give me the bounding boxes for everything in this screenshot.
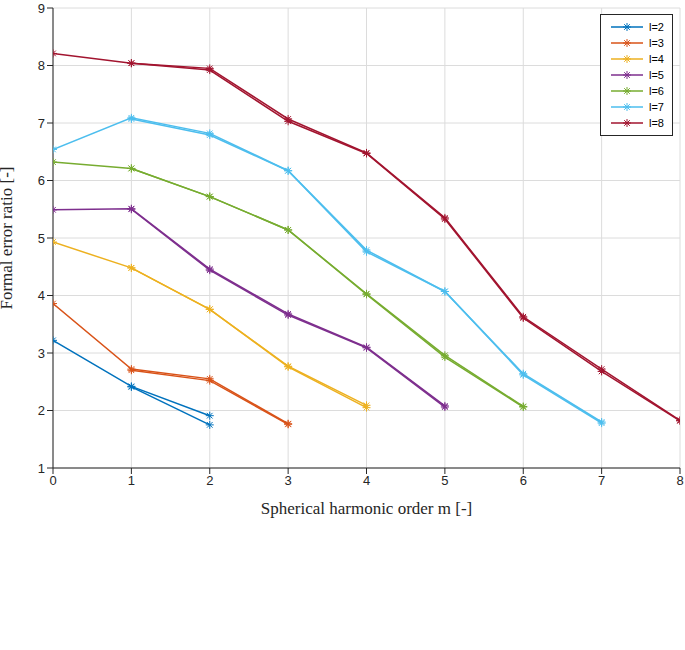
html-text:l=4: l=4: [649, 53, 664, 65]
svg-text:7: 7: [598, 473, 605, 488]
svg-text:Spherical harmonic order m [-]: Spherical harmonic order m [-]: [261, 499, 472, 518]
svg-text:2: 2: [38, 403, 45, 418]
svg-text:7: 7: [38, 116, 45, 131]
html-text:l=8: l=8: [649, 117, 664, 129]
html-text:l=5: l=5: [649, 69, 664, 81]
svg-text:1: 1: [38, 461, 45, 476]
svg-text:8: 8: [38, 58, 45, 73]
svg-text:0: 0: [49, 473, 56, 488]
svg-text:9: 9: [38, 1, 45, 16]
svg-text:Formal error ratio [-]: Formal error ratio [-]: [8, 166, 16, 309]
svg-text:5: 5: [441, 473, 448, 488]
html-text:l=7: l=7: [649, 101, 664, 113]
svg-text:4: 4: [38, 288, 45, 303]
html-text:l=3: l=3: [649, 37, 664, 49]
svg-text:6: 6: [520, 473, 527, 488]
svg-text:3: 3: [38, 346, 45, 361]
svg-text:1: 1: [128, 473, 135, 488]
svg-text:3: 3: [285, 473, 292, 488]
html-text:l=6: l=6: [649, 85, 664, 97]
svg-text:8: 8: [676, 473, 677, 488]
html-text:l=2: l=2: [649, 21, 664, 33]
svg-text:6: 6: [38, 173, 45, 188]
svg-text:5: 5: [38, 231, 45, 246]
svg-text:4: 4: [363, 473, 370, 488]
svg-text:2: 2: [206, 473, 213, 488]
